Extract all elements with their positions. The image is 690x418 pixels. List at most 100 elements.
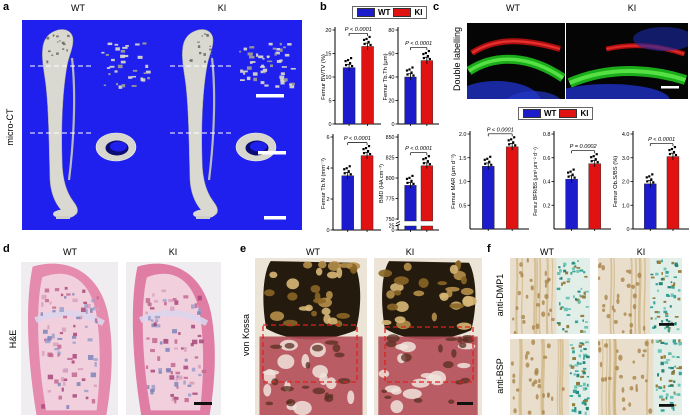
svg-text:0: 0 (328, 122, 331, 128)
svg-text:4: 4 (326, 166, 329, 172)
double-labelling-image-wt (467, 23, 565, 99)
microct-row-label: micro-CT (5, 108, 15, 146)
wt-legend-label: WT (544, 109, 557, 118)
panel-a-header-ki: KI (217, 3, 227, 13)
ki-swatch (393, 8, 412, 17)
panel-c-header-ki: KI (627, 3, 637, 13)
chart-femur-obs-bs: 0 1.0 2.0 3.0 4.0 Femur Ob.S/BS (%) P < 0.0001 (611, 121, 690, 235)
svg-text:800: 800 (386, 176, 395, 182)
chart-femur-tbn: 0 2 4 6 Femur Tb.N (mm⁻¹) P < 0.0001 (319, 124, 382, 236)
svg-text:0: 0 (392, 228, 395, 234)
chart-femur-tbn-svg: 0 2 4 6 Femur Tb.N (mm⁻¹) P < 0.0001 (321, 134, 381, 234)
panel-a-header-wt: WT (71, 3, 85, 13)
panel-d-header-ki: KI (168, 247, 178, 257)
svg-text:3.0: 3.0 (622, 156, 630, 162)
ihc-svg (598, 258, 682, 334)
svg-text:0: 0 (626, 227, 629, 233)
panel-c-header-wt: WT (506, 3, 520, 13)
svg-text:Femur Tb.Th (μm): Femur Tb.Th (μm) (383, 53, 389, 100)
wt-swatch (523, 109, 541, 118)
double-labelling-svg (467, 23, 565, 99)
svg-text:80: 80 (388, 28, 394, 34)
anti-dmp1-row-label: anti-DMP1 (495, 273, 505, 317)
he-image-wt (21, 262, 118, 415)
he-svg (126, 262, 221, 415)
chart-femur-bfr-bs-svg: 0.2 0.4 0.6 0.8 Femur BFR/BS (μm³ μm⁻² d⁻¹) P… (533, 131, 611, 231)
panel-a-label: a (3, 1, 10, 13)
svg-text:P < 0.0001: P < 0.0001 (648, 137, 675, 143)
svg-text:40: 40 (388, 75, 394, 81)
svg-text:25: 25 (389, 224, 395, 230)
panel-d-header-wt: WT (63, 247, 77, 257)
svg-text:0.8: 0.8 (543, 132, 551, 138)
svg-text:0.2: 0.2 (543, 203, 551, 209)
svg-text:5: 5 (328, 99, 331, 105)
von-kossa-row-label: von Kossa (241, 313, 251, 357)
svg-text:20: 20 (388, 99, 394, 105)
chart-femur-bfr-bs: 0.2 0.4 0.6 0.8 Femur BFR/BS (μm³ μm⁻² d⁻¹) P… (531, 121, 612, 235)
svg-text:Femur Ob.S/BS (%): Femur Ob.S/BS (%) (613, 156, 619, 208)
he-image-ki (126, 262, 221, 415)
svg-text:1.5: 1.5 (459, 156, 467, 162)
svg-text:0: 0 (326, 228, 329, 234)
panel-e-header-wt: WT (306, 247, 320, 257)
panel-e-label: e (240, 243, 247, 255)
ki-legend-label: KI (580, 109, 589, 118)
svg-text:P < 0.0001: P < 0.0001 (344, 136, 371, 142)
svg-text:10: 10 (325, 75, 331, 81)
svg-text:0.4: 0.4 (543, 180, 551, 186)
double-labelling-row-label: Double labelling (452, 26, 462, 92)
chart-femur-mar: 0.5 1.0 1.5 2.0 Femur MAR (μm d⁻¹) P < 0.0001 (449, 121, 530, 235)
von-kossa-image-wt (255, 258, 367, 415)
ihc-svg (510, 258, 590, 334)
svg-text:Femur BFR/BS (μm³ μm⁻² d⁻¹): Femur BFR/BS (μm³ μm⁻² d⁻¹) (533, 147, 539, 216)
ki-swatch (559, 109, 578, 118)
svg-text:Femur MAR (μm d⁻¹): Femur MAR (μm d⁻¹) (451, 154, 457, 209)
he-row-label: H&E (8, 329, 18, 349)
chart-femur-bmd: 25 0 750 775 800 825 850 BMD (HA cm⁻³) P < 0.000… (377, 124, 440, 236)
svg-text:0.6: 0.6 (543, 156, 551, 162)
svg-text:1.0: 1.0 (459, 180, 467, 186)
svg-text:P < 0.0001: P < 0.0001 (345, 27, 372, 33)
chart-femur-bvtv: 0 5 10 15 20 Femur BV/TV (%) P < 0.0001 (319, 17, 382, 130)
chart-femur-bmd-svg: 250 750 775 800 825 850 BMD (HA cm⁻³) P < 0.000… (379, 134, 439, 234)
ihc-svg (598, 339, 682, 415)
svg-text:775: 775 (386, 197, 395, 203)
double-labelling-svg (566, 23, 688, 99)
svg-text:2.0: 2.0 (622, 180, 630, 186)
legend-b: WT KI (352, 6, 428, 19)
svg-text:2.0: 2.0 (459, 132, 467, 138)
microct-image (22, 20, 302, 230)
panel-c-label: c (433, 1, 440, 13)
svg-text:P < 0.0001: P < 0.0001 (405, 146, 432, 152)
svg-text:20: 20 (325, 28, 331, 34)
ki-legend-label: KI (414, 8, 423, 17)
svg-text:P = 0.0002: P = 0.0002 (570, 144, 598, 150)
svg-text:825: 825 (386, 156, 395, 162)
chart-femur-bvtv-svg: 0 5 10 15 20 Femur BV/TV (%) P < 0.0001 (321, 27, 381, 128)
svg-text:Femur BV/TV (%): Femur BV/TV (%) (321, 54, 327, 100)
he-svg (21, 262, 118, 415)
wt-legend-label: WT (378, 8, 391, 17)
svg-text:P < 0.0001: P < 0.0001 (405, 41, 432, 47)
chart-femur-tbth-svg: 0 20 40 60 80 Femur Tb.Th (μm) P < 0.0001 (383, 27, 439, 128)
ihc-svg (510, 339, 590, 415)
wt-swatch (357, 8, 375, 17)
ihc-dmp1-image-ki (598, 258, 682, 334)
panel-f-label: f (487, 243, 491, 255)
panel-f-header-wt: WT (540, 247, 554, 257)
panel-b-label: b (320, 1, 327, 13)
legend-c: WT KI (518, 107, 594, 120)
chart-femur-obs-bs-svg: 0 1.0 2.0 3.0 4.0 Femur Ob.S/BS (%) P < 0.0001 (613, 131, 689, 233)
chart-femur-mar-svg: 0.5 1.0 1.5 2.0 Femur MAR (μm d⁻¹) P < 0.0001 (451, 127, 529, 231)
svg-text:60: 60 (388, 52, 394, 58)
panel-e-header-ki: KI (405, 247, 415, 257)
svg-text:0: 0 (391, 122, 394, 128)
svg-text:15: 15 (325, 52, 331, 58)
ihc-dmp1-image-wt (510, 258, 590, 334)
microct-svg (22, 20, 302, 230)
svg-text:2: 2 (326, 197, 329, 203)
svg-text:6: 6 (326, 135, 329, 141)
svg-text:P < 0.0001: P < 0.0001 (487, 127, 514, 133)
ihc-bsp-image-ki (598, 339, 682, 415)
